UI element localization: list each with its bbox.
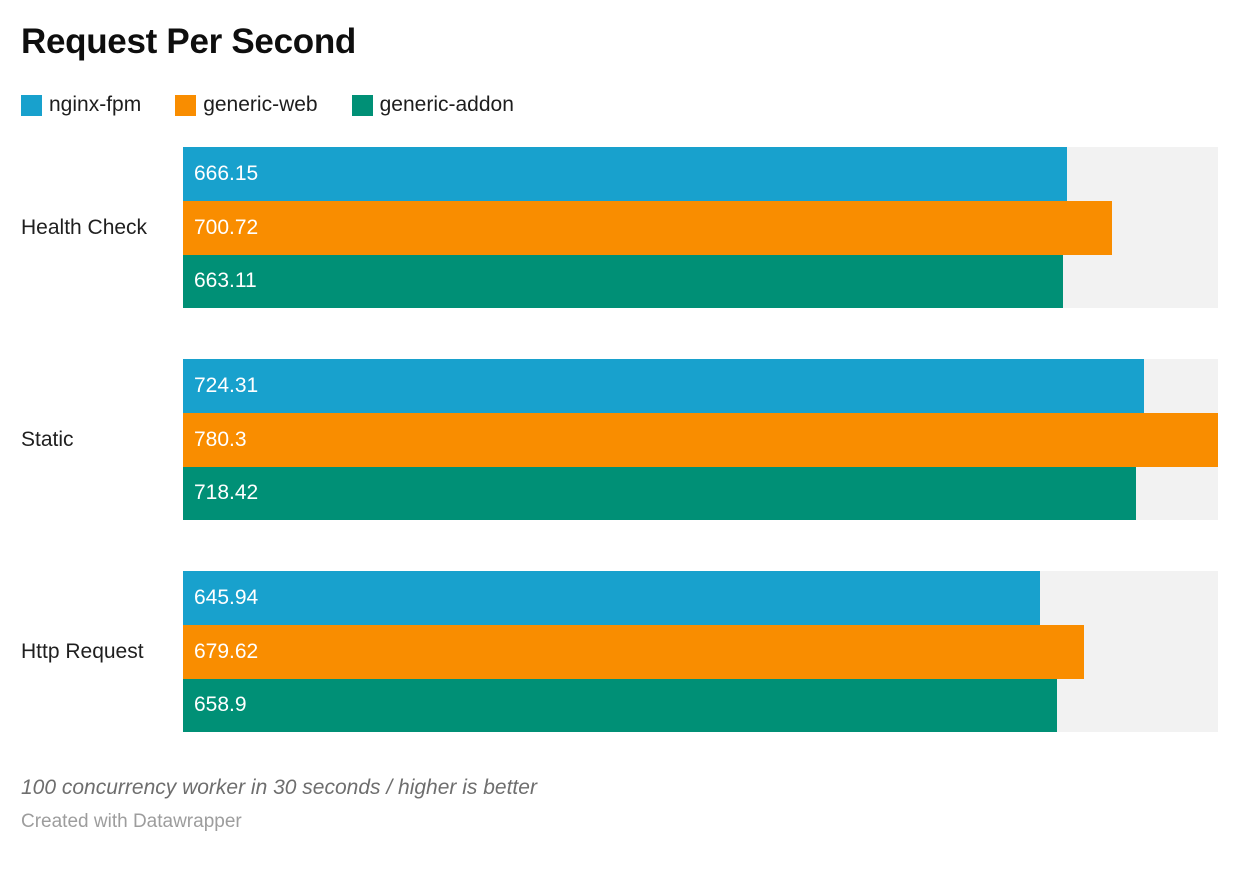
bar-value-label: 700.72	[194, 215, 259, 239]
bar-group: Http Request 645.94 679.62 658.9	[21, 571, 1218, 733]
bar-track: 666.15 700.72 663.11	[183, 147, 1218, 309]
bar-value-label: 666.15	[194, 162, 259, 186]
attribution: Created with Datawrapper	[21, 811, 242, 833]
legend-swatch	[175, 94, 197, 116]
bar-value-label: 780.3	[194, 427, 247, 451]
legend-item-generic-addon: generic-addon	[351, 93, 514, 117]
bar-generic-addon: 718.42	[183, 466, 1136, 521]
bar-row: 700.72	[183, 200, 1218, 255]
chart-title: Request Per Second	[21, 22, 356, 61]
bar-row: 718.42	[183, 466, 1218, 521]
bar-generic-web: 679.62	[183, 624, 1085, 679]
bar-row: 663.11	[183, 254, 1218, 309]
bar-group: Health Check 666.15 700.72 663.11	[21, 147, 1218, 309]
bar-row: 666.15	[183, 147, 1218, 201]
chart-container: Request Per Second nginx-fpm generic-web g…	[0, 22, 1240, 833]
bar-generic-addon: 658.9	[183, 678, 1057, 733]
category-label: Static	[21, 427, 74, 451]
legend-item-generic-web: generic-web	[175, 93, 318, 117]
bar-row: 780.3	[183, 412, 1218, 467]
bar-value-label: 679.62	[194, 639, 259, 663]
legend: nginx-fpm generic-web generic-addon	[21, 93, 1218, 117]
bar-nginx-fpm: 724.31	[183, 359, 1144, 413]
bar-generic-addon: 663.11	[183, 254, 1063, 309]
bar-generic-web: 700.72	[183, 200, 1113, 255]
bar-value-label: 645.94	[194, 586, 259, 610]
bar-row: 645.94	[183, 571, 1218, 625]
bar-nginx-fpm: 666.15	[183, 147, 1067, 201]
legend-swatch	[351, 94, 373, 116]
bar-value-label: 724.31	[194, 374, 259, 398]
category-label: Health Check	[21, 215, 148, 239]
bar-row: 679.62	[183, 624, 1218, 679]
bar-chart: Health Check 666.15 700.72 663.11 Static 724.…	[21, 147, 1218, 733]
legend-item-nginx-fpm: nginx-fpm	[21, 93, 141, 117]
bar-group: Static 724.31 780.3 718.42	[21, 359, 1218, 521]
legend-swatch	[21, 94, 42, 116]
bar-value-label: 663.11	[194, 269, 257, 293]
chart-note: 100 concurrency worker in 30 seconds / h…	[21, 776, 537, 800]
bar-generic-web: 780.3	[183, 412, 1218, 467]
bar-nginx-fpm: 645.94	[183, 571, 1040, 625]
category-label: Http Request	[21, 639, 144, 663]
bar-row: 724.31	[183, 359, 1218, 413]
bar-value-label: 658.9	[194, 693, 247, 717]
legend-label: generic-web	[203, 93, 318, 117]
legend-label: nginx-fpm	[49, 93, 142, 117]
bar-track: 645.94 679.62 658.9	[183, 571, 1218, 733]
bar-row: 658.9	[183, 678, 1218, 733]
bar-value-label: 718.42	[194, 481, 259, 505]
legend-label: generic-addon	[379, 93, 514, 117]
bar-track: 724.31 780.3 718.42	[183, 359, 1218, 521]
